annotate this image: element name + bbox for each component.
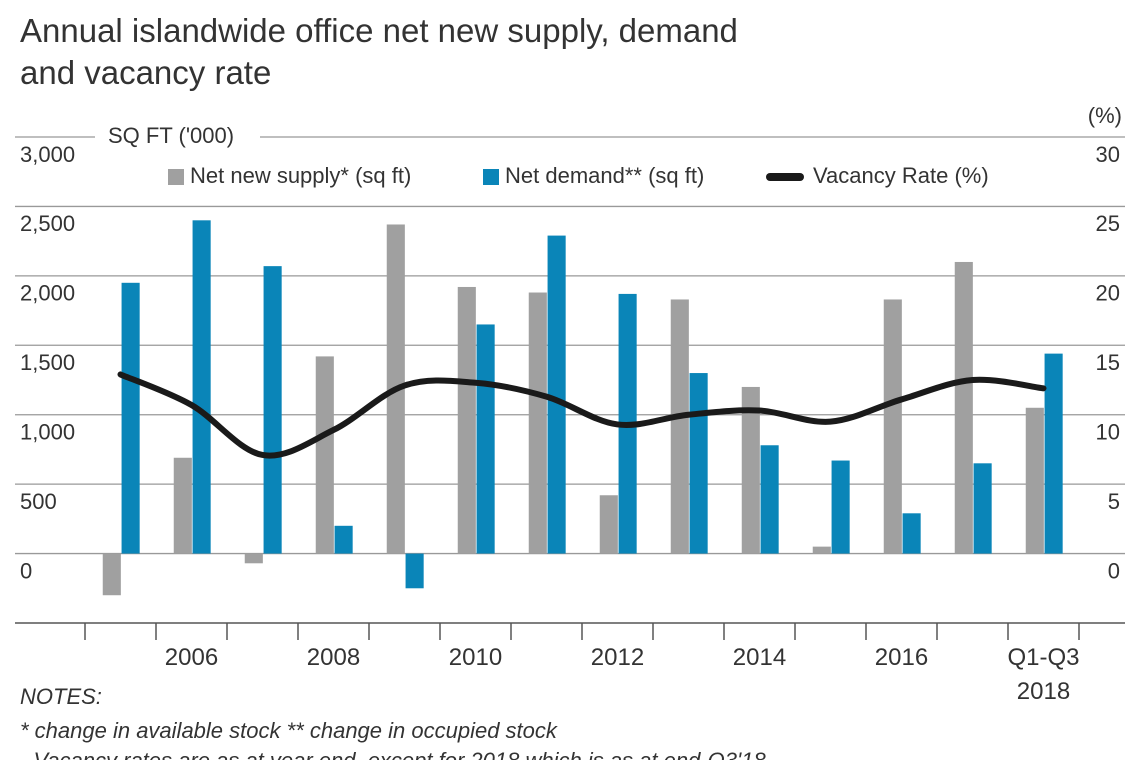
x-tick-label: 2014 xyxy=(732,644,787,671)
bar xyxy=(528,292,547,554)
x-tick-label: 2008 xyxy=(306,644,361,671)
y2-tick-label: 15 xyxy=(1096,350,1120,375)
legend-swatch xyxy=(483,169,499,185)
bar xyxy=(457,286,476,554)
y2-tick-label: 25 xyxy=(1096,211,1120,236)
y-tick-label: 2,500 xyxy=(20,211,75,236)
bar xyxy=(973,463,992,554)
x-tick-label: 2016 xyxy=(874,644,929,671)
note: NOTES: xyxy=(20,684,102,709)
bar xyxy=(760,445,779,554)
y-tick-label: 2,000 xyxy=(20,281,75,306)
bar xyxy=(689,373,708,554)
bar xyxy=(405,553,424,589)
y-tick-label: 0 xyxy=(20,558,32,583)
bar xyxy=(244,553,263,564)
legend-label: Vacancy Rate (%) xyxy=(813,163,989,188)
note: * change in available stock ** change in… xyxy=(20,718,557,743)
y-tick-label: 1,000 xyxy=(20,420,75,445)
bar xyxy=(954,261,973,554)
bar xyxy=(102,553,121,596)
x-tick-label: Q1-Q3 2018 xyxy=(1007,644,1080,705)
bar xyxy=(831,460,850,554)
bar xyxy=(334,525,353,554)
bar xyxy=(121,282,140,554)
y2-tick-label: 30 xyxy=(1096,142,1120,167)
bar xyxy=(902,513,921,554)
bar xyxy=(1025,407,1044,554)
vacancy-line xyxy=(117,371,1047,459)
bar xyxy=(670,299,689,554)
bar xyxy=(476,324,495,554)
x-tick-label: 2012 xyxy=(590,644,645,671)
y-tick-label: 3,000 xyxy=(20,142,75,167)
bar xyxy=(192,220,211,554)
y-tick-label: 1,500 xyxy=(20,350,75,375)
label-bg xyxy=(95,123,260,151)
y2-axis-label: (%) xyxy=(1088,103,1122,128)
bar xyxy=(812,546,831,554)
legend-label: Net new supply* (sq ft) xyxy=(190,163,411,188)
y-axis-label: SQ FT ('000) xyxy=(108,123,234,148)
bar xyxy=(1044,353,1063,554)
bar xyxy=(315,356,334,554)
bar xyxy=(547,235,566,554)
y-tick-label: 500 xyxy=(20,489,57,514)
y2-tick-label: 0 xyxy=(1108,558,1120,583)
legend-swatch xyxy=(168,169,184,185)
bar xyxy=(263,266,282,554)
note: - Vacancy rates are as at year end, exce… xyxy=(20,748,766,760)
y2-tick-label: 5 xyxy=(1108,489,1120,514)
bar xyxy=(599,495,618,554)
y2-tick-label: 20 xyxy=(1096,281,1120,306)
bar xyxy=(883,299,902,554)
legend-label: Net demand** (sq ft) xyxy=(505,163,704,188)
chart-title: Annual islandwide office net new supply,… xyxy=(20,12,738,91)
x-tick-label: 2010 xyxy=(448,644,503,671)
bar xyxy=(741,386,760,554)
x-tick-label: 2006 xyxy=(164,644,219,671)
bar xyxy=(173,457,192,554)
y2-tick-label: 10 xyxy=(1096,420,1120,445)
